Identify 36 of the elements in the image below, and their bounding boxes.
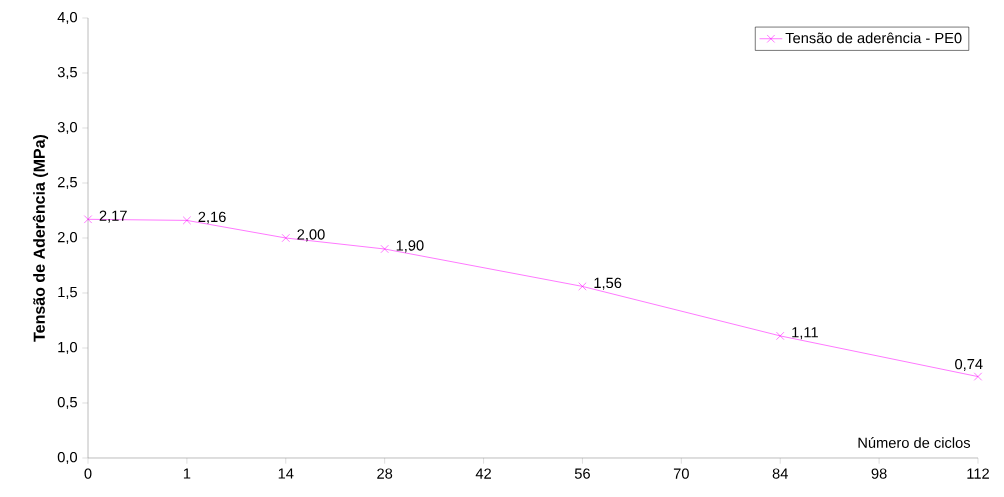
point xyxy=(380,244,389,254)
x-tick-label: 14 xyxy=(278,468,294,479)
y-axis-title: Tensão de Aderência (MPa) xyxy=(32,134,49,342)
data-label: 1,56 xyxy=(594,277,622,290)
x-tick-label: 1 xyxy=(183,468,191,479)
data-label: 2,16 xyxy=(198,211,226,224)
x-tick-label: 28 xyxy=(377,468,393,479)
y-tick-label: 1,5 xyxy=(58,287,77,299)
data-label: 0,74 xyxy=(955,358,983,372)
y-tick-label: 2,5 xyxy=(57,176,77,190)
data-label: 2,00 xyxy=(297,229,325,242)
x-tick-label: 56 xyxy=(574,468,590,479)
y-tick-label: 1,0 xyxy=(58,341,78,355)
data-label: 1,11 xyxy=(792,327,818,340)
data-label: 1,90 xyxy=(396,240,424,253)
point xyxy=(83,215,93,224)
x-tick-label: 98 xyxy=(871,468,887,479)
x-tick-label: 70 xyxy=(673,468,689,479)
data-label: 2,17 xyxy=(99,210,127,223)
x-tick-label: 42 xyxy=(475,468,491,479)
point xyxy=(281,233,290,243)
y-tick-label: 4,0 xyxy=(57,11,78,25)
x-axis-title: Número de ciclos xyxy=(858,437,971,448)
x-tick-label: 112 xyxy=(967,468,989,479)
y-tick-label: 0,0 xyxy=(57,451,78,465)
y-tick-label: 3,0 xyxy=(57,121,78,135)
x-tick-label: 0 xyxy=(84,468,92,479)
y-tick-label: 0,5 xyxy=(57,396,77,410)
point xyxy=(973,372,983,381)
y-tick-label: 2,0 xyxy=(57,231,78,245)
point xyxy=(182,216,191,225)
legend-label: Tensão de aderência - PE0 xyxy=(785,32,962,44)
x-tick-label: 84 xyxy=(772,468,788,479)
point xyxy=(776,331,785,340)
point xyxy=(578,282,587,291)
y-tick-label: 3,5 xyxy=(57,66,77,80)
